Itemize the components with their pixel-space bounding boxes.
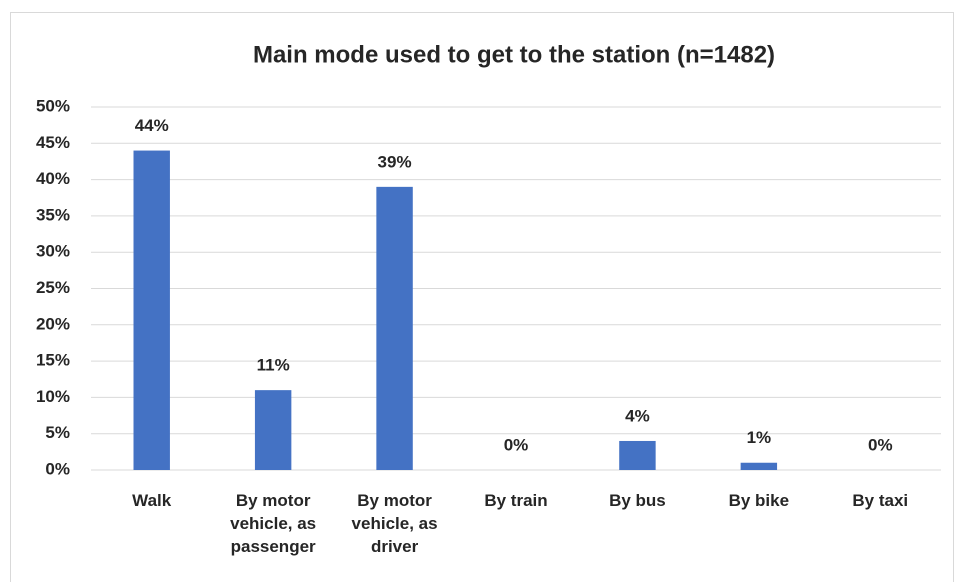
y-tick-label: 10% (36, 387, 70, 406)
y-tick-label: 25% (36, 278, 70, 297)
bar (740, 462, 778, 470)
bar (133, 150, 170, 470)
y-tick-label: 15% (36, 351, 70, 370)
data-label: 4% (625, 406, 650, 425)
data-label: 0% (868, 435, 893, 454)
x-tick-label: By motor vehicle, as passenger (230, 491, 317, 556)
x-tick-label: By motor vehicle, as driver (351, 491, 438, 556)
y-tick-label: 50% (36, 96, 70, 115)
data-label: 44% (135, 116, 169, 135)
chart-title: Main mode used to get to the station (n=… (253, 41, 775, 68)
x-tick-label: By taxi (852, 491, 909, 510)
bar (619, 440, 656, 470)
data-label: 11% (257, 356, 290, 375)
y-tick-label: 30% (36, 242, 70, 261)
y-tick-label: 45% (36, 133, 70, 152)
y-tick-label: 40% (36, 169, 70, 188)
data-label: 1% (747, 428, 772, 447)
y-tick-label: 20% (36, 314, 70, 333)
bar (254, 390, 292, 470)
x-tick-label: By bike (728, 491, 790, 510)
y-tick-label: 0% (45, 459, 70, 478)
x-tick-label: By train (484, 491, 548, 510)
y-tick-label: 5% (45, 423, 70, 442)
chart-frame (10, 12, 954, 582)
x-tick-label: By bus (609, 491, 666, 510)
data-label: 39% (378, 152, 412, 171)
x-tick-label: Walk (132, 491, 172, 510)
bar (376, 186, 413, 471)
data-label: 0% (504, 435, 529, 454)
y-tick-label: 35% (36, 205, 70, 224)
